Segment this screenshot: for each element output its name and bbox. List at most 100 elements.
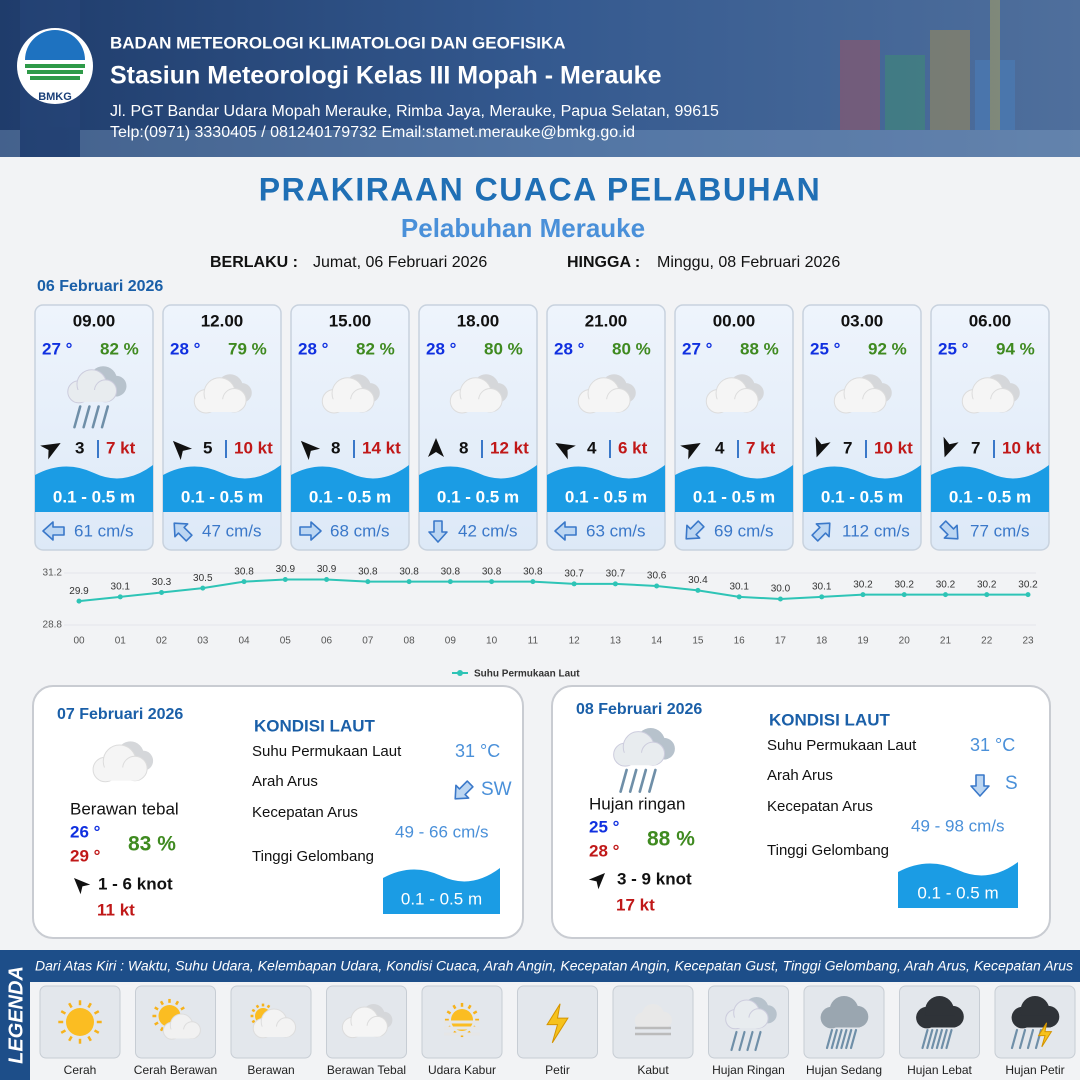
- cloud: [252, 1008, 297, 1039]
- sun-ray: [159, 1000, 164, 1006]
- sun-ray: [266, 1004, 271, 1009]
- current-arrow: [554, 521, 577, 541]
- sun-ray: [175, 1000, 180, 1006]
- rain-drop: [940, 1028, 948, 1050]
- wind-arrow: [555, 443, 576, 460]
- wave: [383, 868, 500, 914]
- gust: 7 kt: [746, 438, 776, 457]
- wind-speed: 8: [459, 438, 468, 457]
- legend-item: Berawan: [230, 985, 312, 1077]
- humidity: 82 %: [100, 339, 139, 358]
- rain-drop: [73, 405, 82, 429]
- wind-arrow: [172, 440, 193, 461]
- wave: [547, 465, 665, 512]
- gust: 11 kt: [97, 900, 135, 919]
- value-label: 30.7: [564, 568, 584, 579]
- x-tick-label: 12: [569, 636, 581, 647]
- x-tick-label: 04: [238, 636, 250, 647]
- sst-point: [695, 587, 701, 593]
- temp-min: 26 °: [70, 822, 101, 841]
- rain-drop: [91, 405, 100, 429]
- legend-item-label: Berawan: [247, 1063, 294, 1077]
- temp-max: 28 °: [589, 841, 620, 860]
- legend-title: LEGENDA: [5, 966, 27, 1064]
- cloud: [577, 377, 631, 414]
- cloud: [321, 377, 375, 414]
- x-tick-label: 02: [156, 636, 168, 647]
- air-temp: 25 °: [938, 339, 969, 358]
- cloud: [162, 1013, 201, 1040]
- legend-item-label: Udara Kabur: [428, 1063, 496, 1077]
- sst-point: [76, 598, 82, 604]
- rain-drop: [935, 1028, 944, 1050]
- legend-item-label: Hujan Ringan: [712, 1063, 785, 1077]
- sst-point: [159, 590, 165, 595]
- day-date: 08 Februari 2026: [576, 701, 702, 718]
- cloud-base: [728, 1017, 765, 1028]
- rain-drop: [845, 1028, 853, 1050]
- value-label: 30.1: [812, 581, 832, 592]
- sst-point: [447, 579, 453, 585]
- sst-point: [571, 581, 577, 587]
- current-arrow: [685, 520, 705, 540]
- time: 09.00: [73, 311, 116, 330]
- sun-ray: [68, 1035, 73, 1042]
- y-tick-label: 31.2: [43, 568, 63, 579]
- legend-item-label: Kabut: [637, 1063, 669, 1077]
- main-title: PRAKIRAAN CUACA PELABUHAN: [259, 171, 822, 207]
- sst: 31 °C: [455, 741, 500, 761]
- rain-drop: [754, 1030, 762, 1052]
- sun-ray: [60, 1029, 67, 1034]
- value-label: 30.2: [1018, 579, 1038, 590]
- air-temp: 28 °: [298, 339, 329, 358]
- x-tick-label: 16: [734, 636, 746, 647]
- sun-disc: [66, 1008, 94, 1036]
- cloud-base: [326, 399, 370, 412]
- legend-side: [0, 950, 30, 1080]
- rain-drop: [1010, 1028, 1019, 1050]
- sea-label: Suhu Permukaan Laut: [767, 737, 917, 754]
- sst-point: [117, 594, 123, 600]
- legend-item-label: Cerah Berawan: [134, 1063, 217, 1077]
- humidity: 80 %: [612, 339, 651, 358]
- rain-drop: [849, 1028, 858, 1050]
- sun-ray: [472, 1010, 478, 1015]
- x-tick-label: 11: [528, 636, 539, 647]
- y-tick-label: 28.8: [43, 620, 63, 631]
- sun-ray: [255, 1004, 260, 1009]
- legend-item: Cerah Berawan: [134, 985, 217, 1077]
- legend-swatch-dot: [457, 670, 463, 676]
- x-tick-label: 17: [775, 636, 787, 647]
- sst-point: [200, 585, 206, 591]
- gust: 10 kt: [1002, 438, 1041, 457]
- x-tick-label: 23: [1022, 636, 1034, 647]
- value-label: 30.0: [771, 584, 791, 595]
- legend-item-label: Hujan Lebat: [907, 1063, 972, 1077]
- rain-drop: [830, 1028, 838, 1050]
- wind-arrow: [428, 438, 444, 457]
- cloud: [634, 1004, 672, 1030]
- sun-ray: [180, 1006, 185, 1011]
- legend-item: Petir: [517, 985, 598, 1077]
- sst-point: [942, 592, 948, 598]
- sun-ray: [467, 1004, 472, 1010]
- rain-drop: [730, 1030, 738, 1052]
- gust: 12 kt: [490, 438, 529, 457]
- x-tick-label: 09: [445, 636, 457, 647]
- value-label: 30.8: [482, 566, 502, 577]
- current-arrow: [173, 522, 193, 542]
- x-tick-label: 06: [321, 636, 333, 647]
- rain-drop: [825, 1028, 834, 1050]
- cloud: [92, 744, 148, 783]
- wave-height: 0.1 - 0.5 m: [181, 487, 263, 506]
- sst-point: [654, 583, 660, 589]
- time: 06.00: [969, 311, 1012, 330]
- sun-ray: [87, 1035, 92, 1042]
- x-tick-label: 22: [981, 636, 993, 647]
- time: 18.00: [457, 311, 500, 330]
- sea-label: Arah Arus: [767, 767, 833, 784]
